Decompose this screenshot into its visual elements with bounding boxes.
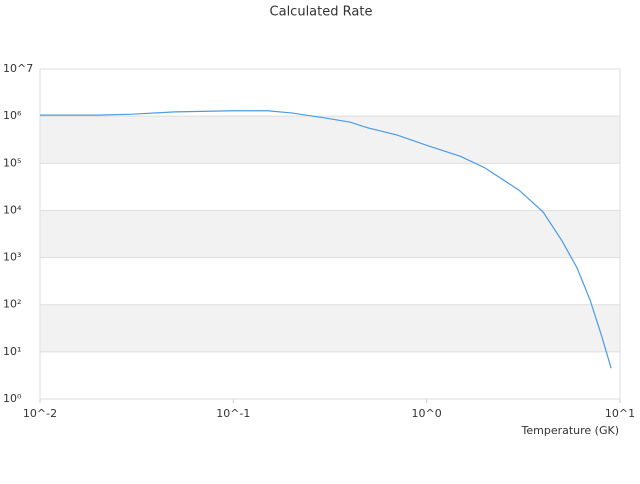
plot-frame: [39, 68, 621, 400]
y-tick-label: 10^7: [3, 62, 33, 75]
y-tick-label: 10⁶: [3, 109, 22, 122]
grid-band: [40, 304, 620, 352]
data-line: [40, 110, 612, 369]
y-tick-label: 10⁵: [3, 156, 21, 169]
y-tick-label: 10⁰: [3, 392, 22, 405]
grid-band: [40, 210, 620, 258]
x-axis-label: Temperature (GK): [521, 424, 620, 437]
y-tick-label: 10³: [3, 251, 21, 264]
x-tick-label: 10^0: [412, 407, 442, 420]
y-tick-label: 10¹: [3, 345, 21, 358]
y-tick-label: 10⁴: [3, 203, 22, 216]
y-tick-label: 10²: [3, 298, 21, 311]
x-tick-label: 10^1: [605, 407, 635, 420]
x-tick-label: 10^-2: [23, 407, 57, 420]
x-tick-label: 10^-1: [216, 407, 250, 420]
chart-title: Calculated Rate: [270, 5, 373, 20]
grid-band: [40, 116, 620, 164]
